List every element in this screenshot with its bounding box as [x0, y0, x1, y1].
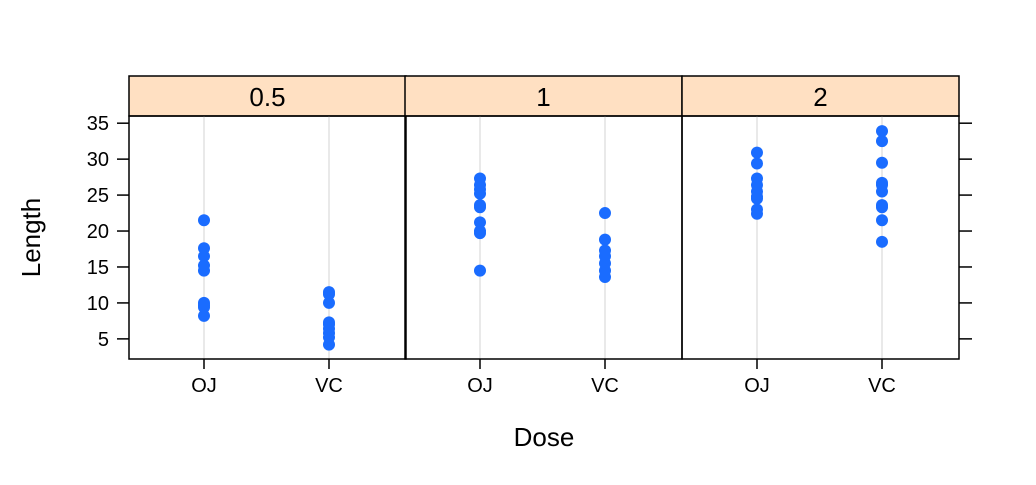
x-tick-label: OJ [467, 375, 493, 397]
y-tick-label: 15 [87, 257, 109, 279]
panel-frame-1 [404, 115, 683, 360]
data-point-vc [876, 135, 888, 148]
data-point-oj [198, 242, 210, 255]
data-point-oj [474, 225, 486, 238]
y-tick-label: 5 [98, 329, 109, 351]
data-point-oj [474, 216, 486, 229]
x-tick-label: VC [868, 375, 896, 397]
x-tick-label: VC [315, 375, 343, 397]
data-point-vc [876, 214, 888, 227]
data-point-oj [198, 214, 210, 227]
strip-header-0 [128, 75, 407, 117]
y-tick-label: 25 [87, 185, 109, 207]
data-point-vc [323, 316, 335, 329]
data-point-oj [751, 157, 763, 170]
panel-frame-0 [128, 115, 407, 360]
data-point-vc [599, 244, 611, 257]
data-point-oj [474, 199, 486, 212]
data-point-vc [876, 235, 888, 248]
data-point-oj [751, 172, 763, 185]
x-tick-label: VC [591, 375, 619, 397]
data-point-oj [474, 264, 486, 277]
y-tick-label: 10 [87, 293, 109, 315]
x-axis-title: Dose [514, 422, 575, 452]
x-tick-label: OJ [744, 375, 770, 397]
data-point-vc [876, 125, 888, 138]
data-point-oj [198, 296, 210, 309]
data-point-oj [474, 172, 486, 185]
data-point-vc [876, 199, 888, 212]
strip-label: 1 [536, 82, 550, 112]
panel-frame-2 [681, 115, 960, 360]
data-point-oj [751, 146, 763, 159]
y-tick-label: 30 [87, 149, 109, 171]
strip-header-2 [681, 75, 960, 117]
data-point-vc [599, 207, 611, 220]
strip-label: 2 [813, 82, 827, 112]
data-point-vc [599, 233, 611, 246]
data-point-vc [323, 286, 335, 299]
data-point-oj [198, 309, 210, 322]
data-point-oj [751, 203, 763, 216]
y-tick-label: 35 [87, 113, 109, 135]
data-point-oj [198, 259, 210, 272]
x-tick-label: OJ [191, 375, 217, 397]
data-point-vc [876, 176, 888, 189]
y-axis-title: Length [16, 198, 46, 278]
strip-label: 0.5 [249, 82, 285, 112]
data-point-vc [876, 156, 888, 169]
data-point-vc [323, 296, 335, 309]
y-tick-label: 20 [87, 221, 109, 243]
